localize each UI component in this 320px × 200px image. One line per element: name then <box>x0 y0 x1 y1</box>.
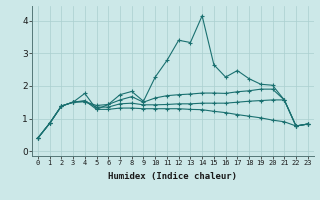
X-axis label: Humidex (Indice chaleur): Humidex (Indice chaleur) <box>108 172 237 181</box>
